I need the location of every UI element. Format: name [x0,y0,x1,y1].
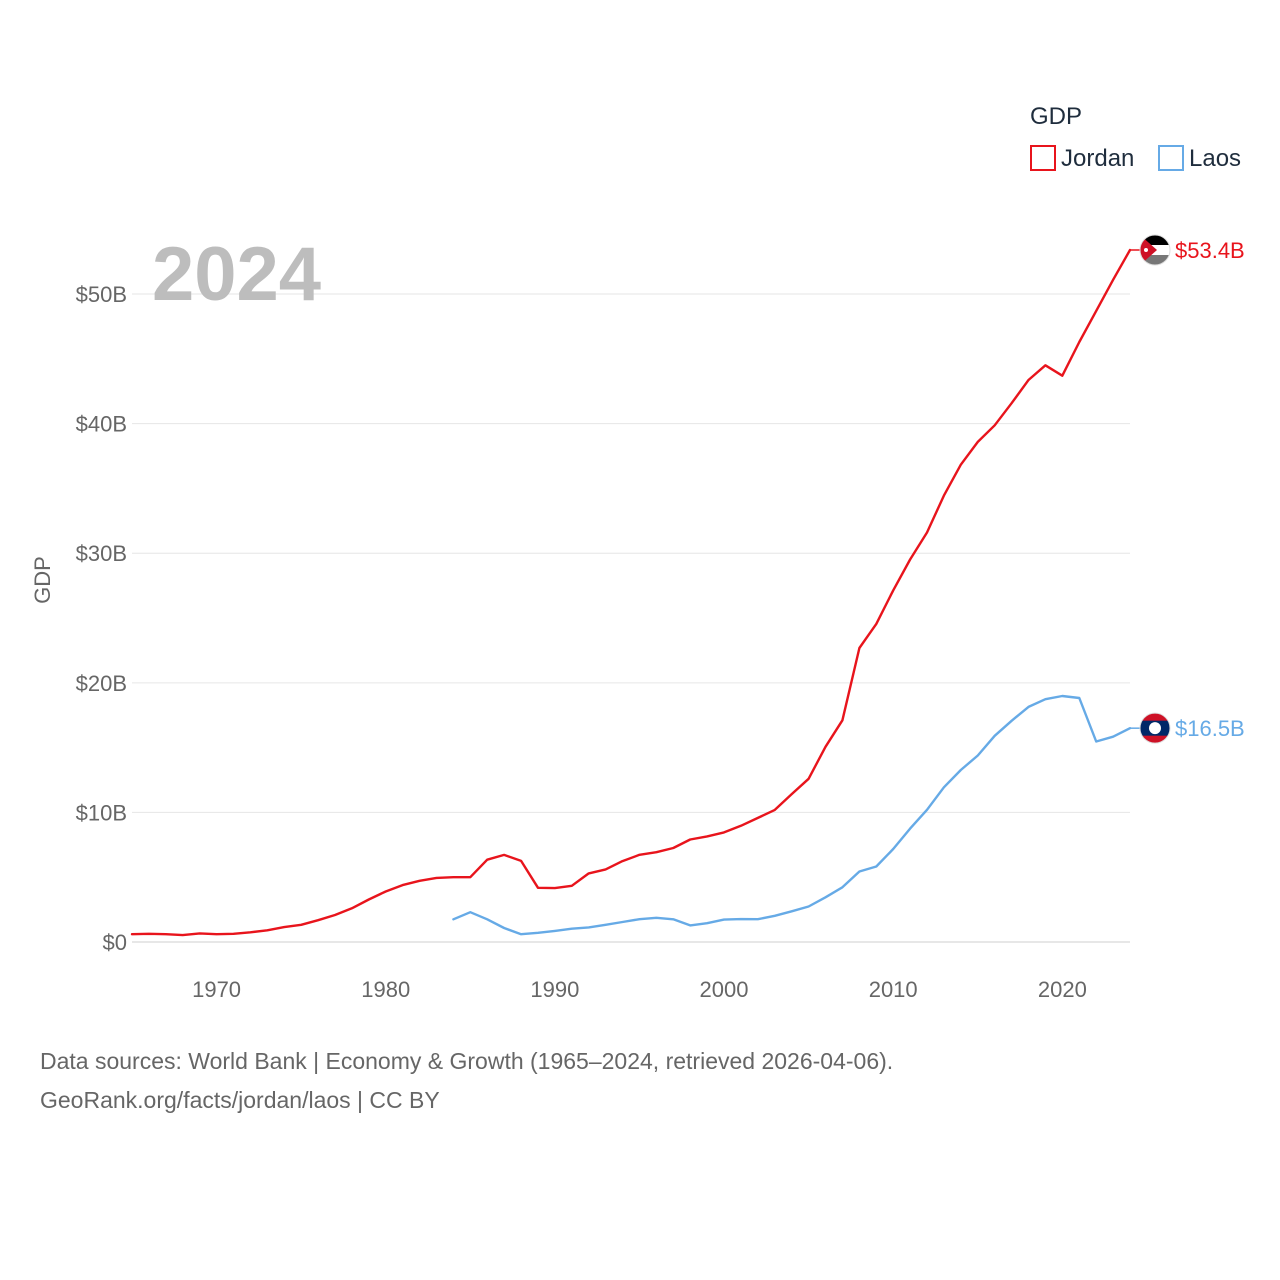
legend-item-jordan[interactable]: Jordan [1030,145,1134,172]
x-tick-label: 1990 [530,977,579,1002]
legend: GDP Jordan Laos [1030,103,1241,172]
footer-attribution: GeoRank.org/facts/jordan/laos | CC BY [40,1087,440,1113]
y-tick-label: $30B [76,541,127,566]
y-tick-label: $40B [76,412,127,437]
y-tick-label: $0 [103,930,127,955]
end-value-label-jordan: $53.4B [1175,238,1245,263]
laos-flag-icon [1139,712,1171,744]
legend-title: GDP [1030,103,1082,130]
x-tick-label: 2000 [700,977,749,1002]
legend-label-laos: Laos [1189,145,1241,172]
series-line-laos[interactable] [452,694,1132,936]
footer: Data sources: World Bank | Economy & Gro… [40,1042,893,1120]
legend-item-laos[interactable]: Laos [1158,145,1241,172]
series-line-jordan[interactable] [130,248,1132,937]
legend-label-jordan: Jordan [1061,145,1134,172]
y-axis-label: GDP [30,556,55,604]
year-label: 2024 [152,232,321,317]
y-tick-label: $50B [76,282,127,307]
y-tick-label: $20B [76,671,127,696]
y-tick-label: $10B [76,800,127,825]
x-tick-label: 2020 [1038,977,1087,1002]
x-tick-label: 1970 [192,977,241,1002]
end-value-label-laos: $16.5B [1175,716,1245,741]
x-tick-label: 1980 [361,977,410,1002]
jordan-flag-icon [1139,234,1171,266]
legend-swatch-jordan [1030,145,1056,171]
legend-swatch-laos [1158,145,1184,171]
footer-sources: Data sources: World Bank | Economy & Gro… [40,1048,894,1074]
x-tick-label: 2010 [869,977,918,1002]
gdp-line-chart: $0 $10B $20B $30B $40B $50B 1970 1980 1990 2000 20… [30,103,1245,1002]
